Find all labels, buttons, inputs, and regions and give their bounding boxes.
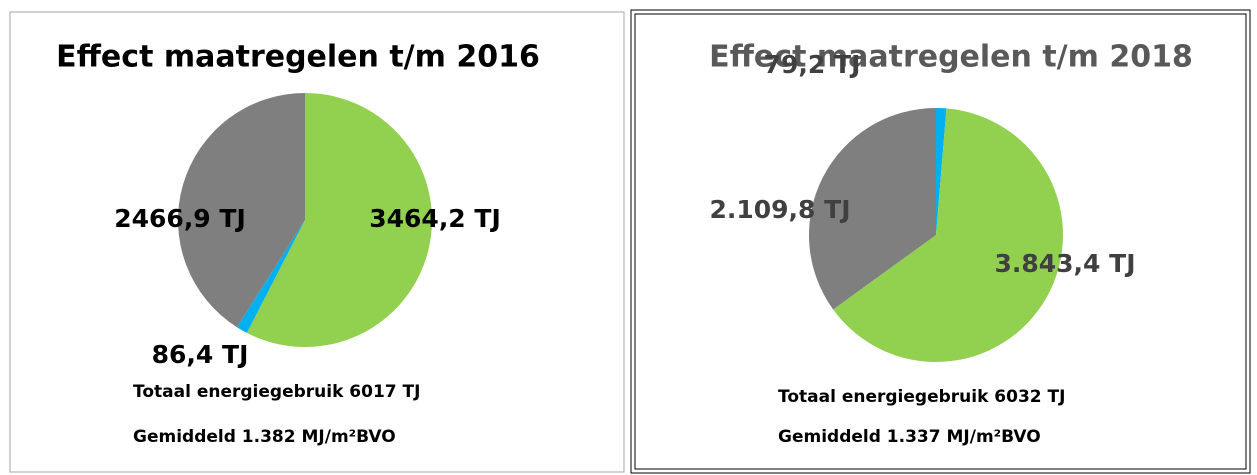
pie-slice — [236, 220, 305, 333]
annotation: Gemiddeld 1.337 MJ/m²BVO — [778, 427, 1041, 447]
data-label: 79,2 TJ — [764, 50, 861, 79]
data-label: 2466,9 TJ — [114, 204, 246, 233]
data-label: 2.109,8 TJ — [709, 195, 850, 224]
annotation: Gemiddeld 1.382 MJ/m²BVO — [133, 427, 396, 447]
pie-slice — [178, 93, 305, 328]
pie-slice — [809, 108, 936, 310]
right-panel-inner — [634, 13, 1247, 470]
pie-slice — [246, 93, 432, 348]
annotation: Totaal energiegebruik 6032 TJ — [778, 387, 1065, 407]
data-label: 3464,2 TJ — [369, 204, 501, 233]
chart-title: Effect maatregelen t/m 2016 — [56, 40, 540, 75]
pie-slice — [833, 108, 1064, 362]
right-panel-outer — [630, 9, 1251, 474]
data-label: 86,4 TJ — [152, 340, 249, 369]
data-label: 3.843,4 TJ — [994, 249, 1135, 278]
left-panel — [9, 11, 625, 473]
pie-slice — [936, 108, 947, 235]
annotation: Totaal energiegebruik 6017 TJ — [133, 382, 420, 402]
chart-title: Effect maatregelen t/m 2018 — [709, 40, 1193, 75]
